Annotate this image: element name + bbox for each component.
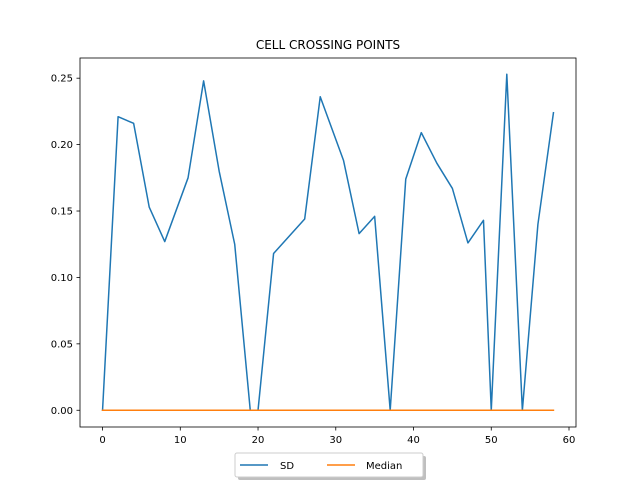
series-line-sd bbox=[101, 73, 555, 412]
axes-frame bbox=[79, 57, 577, 428]
y-tick-label: 0.15 bbox=[51, 207, 73, 218]
y-tick-label: 0.25 bbox=[51, 74, 73, 85]
x-tick-label: 50 bbox=[485, 435, 498, 446]
x-tick-label: 0 bbox=[99, 435, 105, 446]
plot-area: 0 10 20 30 40 50 60 0.00 0.05 0.10 0.15 0.20 0.25 bbox=[51, 57, 577, 446]
y-tick-label: 0.10 bbox=[51, 273, 73, 284]
x-tick-label: 30 bbox=[329, 435, 342, 446]
y-tick-label: 0.00 bbox=[51, 406, 73, 417]
legend: SD Median bbox=[234, 452, 426, 480]
x-tick-label: 20 bbox=[252, 435, 265, 446]
y-tick-label: 0.05 bbox=[51, 339, 73, 350]
legend-label-median: Median bbox=[366, 461, 402, 472]
chart-title: CELL CROSSING POINTS bbox=[256, 38, 400, 52]
x-tick-label: 40 bbox=[407, 435, 420, 446]
x-tick-label: 60 bbox=[563, 435, 576, 446]
y-tick-label: 0.20 bbox=[51, 140, 73, 151]
x-tick-label: 10 bbox=[174, 435, 187, 446]
legend-label-sd: SD bbox=[280, 461, 294, 472]
